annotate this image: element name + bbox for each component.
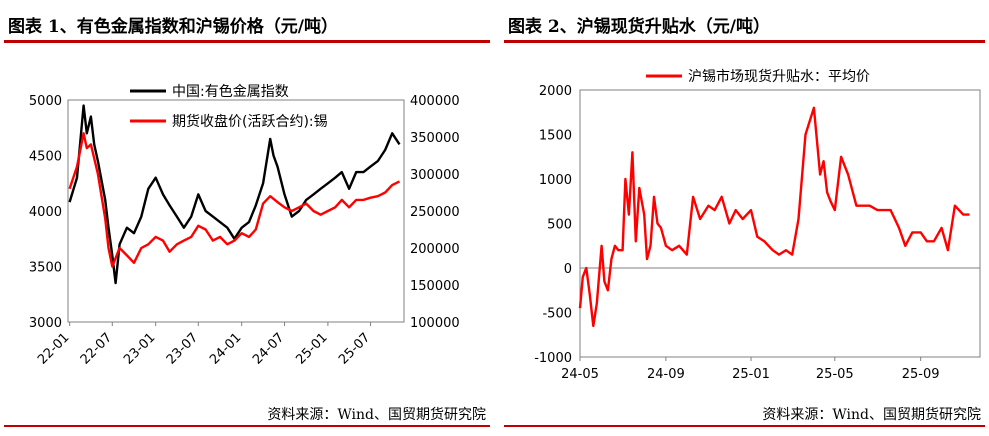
legend-label: 中国:有色金属指数 xyxy=(172,83,289,100)
plot-area xyxy=(579,89,981,358)
y-tick-label: 1500 xyxy=(539,129,572,144)
y-left-tick-label: 4500 xyxy=(29,150,62,165)
x-tick-label: 25-01 xyxy=(732,367,770,382)
bottom-divider xyxy=(504,425,985,427)
y-tick-label: 500 xyxy=(547,218,572,233)
x-tick-label: 23-01 xyxy=(121,330,158,367)
x-tick-label: 23-07 xyxy=(164,330,201,367)
y-right-tick-label: 100000 xyxy=(410,316,460,331)
bottom-divider xyxy=(4,425,490,427)
legend-label: 期货收盘价(活跃合约):锡 xyxy=(172,113,328,130)
x-tick-label: 22-01 xyxy=(35,330,72,367)
x-tick-label: 24-01 xyxy=(207,330,244,367)
y-left-tick-label: 3000 xyxy=(29,316,62,331)
y-right-tick-label: 250000 xyxy=(410,205,460,220)
x-tick-label: 25-07 xyxy=(336,330,373,367)
x-tick-label: 24-07 xyxy=(250,330,287,367)
y-tick-label: 2000 xyxy=(539,84,572,99)
y-left-tick-label: 5000 xyxy=(29,94,62,109)
title-divider xyxy=(4,40,490,43)
y-tick-label: 1000 xyxy=(539,173,572,188)
title-divider xyxy=(504,40,985,43)
chart-panel-right: 图表 2、沪锡现货升贴水（元/吨） -1000 -500 0 500 1000 1500 2… xyxy=(500,0,989,436)
y-right-tick-label: 150000 xyxy=(410,279,460,294)
x-tick-label: 25-05 xyxy=(816,367,854,382)
series-line-1 xyxy=(68,104,401,285)
x-tick-label: 25-01 xyxy=(293,330,330,367)
x-tick-label: 25-09 xyxy=(902,367,940,382)
chart-canvas-right: -1000 -500 0 500 1000 1500 2000 24-05 24-09 25-01… xyxy=(534,68,981,382)
chart-canvas-left: 3000 3500 4000 4500 5000 100000 150000 200000 25… xyxy=(29,83,460,368)
y-right-tick-label: 400000 xyxy=(410,94,460,109)
chart-title: 图表 1、有色金属指数和沪锡价格（元/吨） xyxy=(8,17,338,37)
y-right-tick-label: 300000 xyxy=(410,168,460,183)
chart-title: 图表 2、沪锡现货升贴水（元/吨） xyxy=(508,17,770,37)
source-note: 资料来源：Wind、国贸期货研究院 xyxy=(762,407,981,423)
y-right-tick-label: 350000 xyxy=(410,131,460,146)
x-tick-label: 24-05 xyxy=(561,367,599,382)
x-tick-label: 24-09 xyxy=(647,367,685,382)
x-tick-label: 22-07 xyxy=(78,330,115,367)
y-left-tick-label: 4000 xyxy=(29,205,62,220)
source-note: 资料来源：Wind、国贸期货研究院 xyxy=(267,407,486,423)
plot-area xyxy=(67,99,405,323)
y-tick-label: -1000 xyxy=(534,351,572,366)
y-tick-label: 0 xyxy=(564,262,572,277)
y-left-tick-label: 3500 xyxy=(29,261,62,276)
series-line-1 xyxy=(578,106,970,328)
y-tick-label: -500 xyxy=(542,307,572,322)
y-right-tick-label: 200000 xyxy=(410,242,460,257)
series-line-2 xyxy=(68,132,401,268)
chart-panel-left: 图表 1、有色金属指数和沪锡价格（元/吨） 3000 3500 4000 4500 50… xyxy=(0,0,494,436)
legend-label: 沪锡市场现货升贴水：平均价 xyxy=(688,68,870,85)
